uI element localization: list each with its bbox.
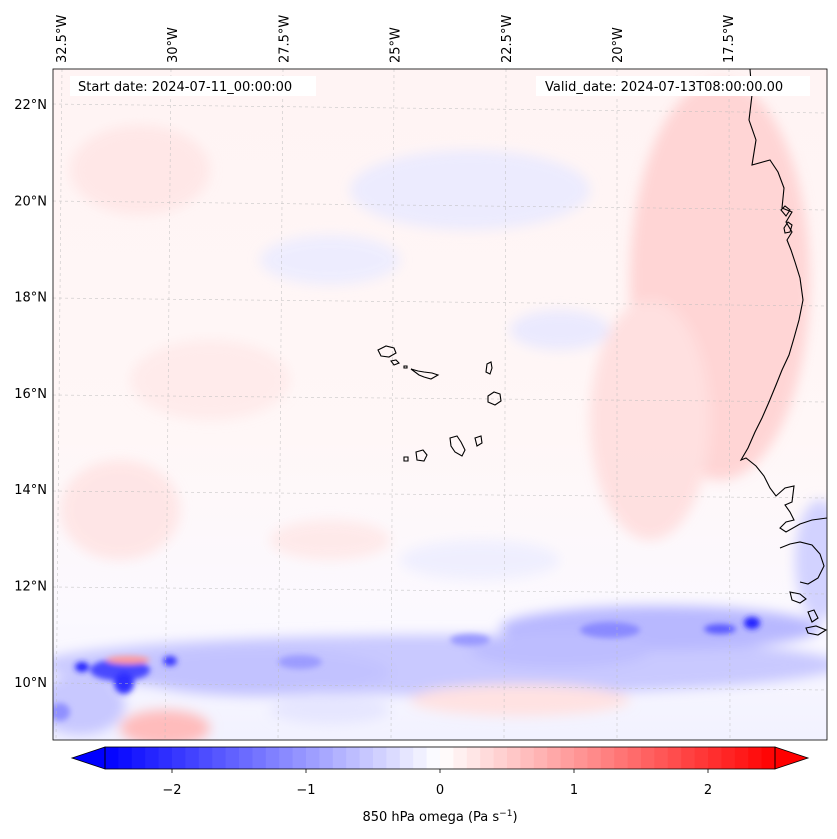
lat-label: 18°N: [14, 291, 47, 306]
colorbar-swatch: [145, 747, 159, 769]
start-date-box: [70, 76, 316, 96]
colorbar-swatch: [413, 747, 427, 769]
colorbar-swatch: [574, 747, 588, 769]
cape-verde-islands: [377, 345, 502, 462]
colorbar-swatch: [319, 747, 334, 769]
colorbar-swatches: [105, 747, 776, 769]
lon-label: 25°W: [389, 27, 404, 63]
colorbar-swatch: [533, 747, 548, 769]
colorbar-swatch: [279, 747, 293, 769]
longitude-labels: 32.5°W 30°W 27.5°W 25°W 22.5°W 20°W 17.5°W: [55, 15, 737, 63]
lat-label: 20°N: [14, 194, 47, 209]
lon-label: 32.5°W: [55, 15, 70, 63]
colorbar-swatch: [507, 747, 521, 769]
colorbar-swatch: [265, 747, 280, 769]
valid-date-box: [536, 76, 810, 96]
colorbar-swatch: [239, 747, 253, 769]
colorbar-swatch: [172, 747, 186, 769]
colorbar-swatch: [641, 747, 655, 769]
island-sao-nicolau: [410, 368, 440, 380]
colorbar-tick-label: −2: [162, 783, 181, 798]
colorbar-tick-label: −1: [296, 783, 315, 798]
lon-label: 27.5°W: [277, 15, 292, 63]
valid-date-label: Valid_date: 2024-07-13T08:00:00.00: [545, 80, 783, 95]
latitude-labels: 22°N 20°N 18°N 16°N 14°N 12°N 10°N: [14, 98, 47, 691]
start-date-label: Start date: 2024-07-11_00:00:00: [78, 80, 292, 95]
colorbar-swatch: [399, 747, 414, 769]
colorbar-high-extension: [774, 746, 810, 770]
lon-label: 22.5°W: [500, 15, 515, 63]
colorbar-swatch: [547, 747, 561, 769]
colorbar-swatch: [654, 747, 669, 769]
colorbar-swatch: [748, 747, 762, 769]
colorbar-label: 850 hPa omega (Pa s−1): [362, 809, 517, 825]
colorbar-swatch: [560, 747, 575, 769]
colorbar-swatch: [667, 747, 682, 769]
island-maio: [474, 435, 483, 447]
colorbar-swatch: [131, 747, 146, 769]
colorbar-swatch: [346, 747, 360, 769]
colorbar-swatch: [158, 747, 173, 769]
colorbar-swatch: [520, 747, 535, 769]
map-panel: Start date: 2024-07-11_00:00:00 Valid_da…: [52, 68, 828, 741]
colorbar-swatch: [600, 747, 615, 769]
island-santa-luzia: [403, 365, 408, 369]
colorbar-low-extension: [70, 746, 106, 770]
colorbar-swatch: [359, 747, 374, 769]
colorbar-swatch: [105, 747, 119, 769]
colorbar-swatch: [373, 747, 387, 769]
island-sal: [485, 361, 493, 375]
lat-label: 22°N: [14, 98, 47, 113]
colorbar-swatch: [453, 747, 468, 769]
colorbar-swatch: [198, 747, 213, 769]
colorbar-ticks: −2 −1 0 1 2: [162, 769, 712, 798]
map-frame: [52, 68, 828, 741]
island-santo-antao: [377, 345, 397, 358]
colorbar-tick-label: 0: [436, 783, 444, 798]
colorbar-swatch: [332, 747, 347, 769]
island-brava: [403, 456, 409, 462]
omega-field: [53, 69, 827, 740]
lon-label: 17.5°W: [722, 15, 737, 63]
colorbar-swatch: [466, 747, 481, 769]
lat-label: 16°N: [14, 387, 47, 402]
west-africa-coastline: [739, 69, 827, 636]
colorbar-swatch: [118, 747, 133, 769]
colorbar-swatch: [708, 747, 722, 769]
island-santiago: [449, 435, 466, 457]
colorbar-swatch: [480, 747, 494, 769]
colorbar-swatch: [587, 747, 602, 769]
colorbar: −2 −1 0 1 2 850 hPa omega (Pa s−1): [70, 746, 810, 825]
island-boa-vista: [487, 391, 502, 406]
colorbar-swatch: [185, 747, 200, 769]
colorbar-swatch: [627, 747, 642, 769]
lon-label: 30°W: [166, 27, 181, 63]
colorbar-swatch: [493, 747, 508, 769]
colorbar-tick-label: 2: [704, 783, 712, 798]
island-sao-vicente: [390, 359, 400, 366]
colorbar-swatch: [694, 747, 709, 769]
colorbar-tick-label: 1: [570, 783, 578, 798]
colorbar-swatch: [681, 747, 695, 769]
lat-label: 14°N: [14, 483, 47, 498]
lat-label: 10°N: [14, 676, 47, 691]
colorbar-swatch: [440, 747, 454, 769]
colorbar-swatch: [426, 747, 441, 769]
colorbar-swatch: [761, 747, 776, 769]
colorbar-swatch: [225, 747, 240, 769]
colorbar-swatch: [614, 747, 628, 769]
colorbar-swatch: [252, 747, 267, 769]
colorbar-swatch: [721, 747, 736, 769]
lon-label: 20°W: [611, 27, 626, 63]
colorbar-swatch: [212, 747, 226, 769]
island-fogo: [415, 449, 428, 462]
map-gridlines: [53, 69, 827, 740]
colorbar-swatch: [292, 747, 307, 769]
colorbar-swatch: [734, 747, 749, 769]
colorbar-swatch: [386, 747, 401, 769]
lat-label: 12°N: [14, 580, 47, 595]
colorbar-swatch: [306, 747, 320, 769]
